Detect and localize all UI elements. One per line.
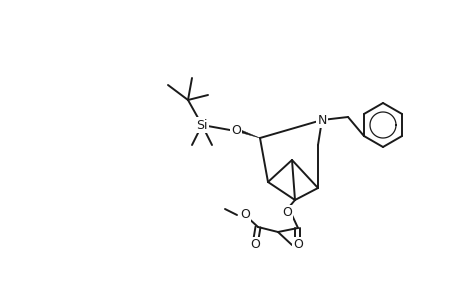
Polygon shape	[236, 128, 259, 138]
Text: Si: Si	[196, 118, 207, 131]
Text: O: O	[292, 238, 302, 251]
Text: O: O	[281, 206, 291, 220]
Text: N: N	[317, 113, 326, 127]
Text: O: O	[240, 208, 249, 220]
Text: O: O	[230, 124, 241, 136]
Text: O: O	[250, 238, 259, 251]
